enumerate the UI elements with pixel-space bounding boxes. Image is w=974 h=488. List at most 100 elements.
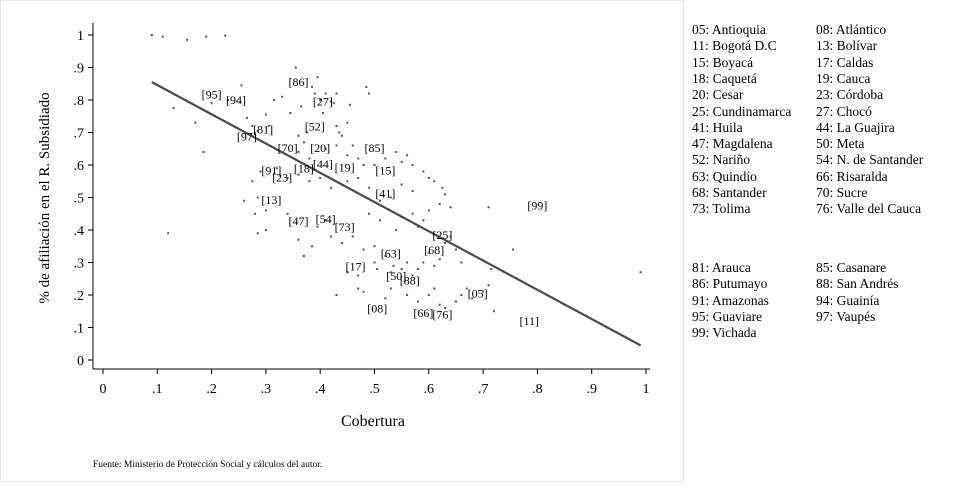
data-point	[351, 144, 354, 147]
data-point	[316, 225, 319, 228]
point-label: [86]	[288, 75, 308, 89]
legend-entry: 94: Guainía	[816, 292, 880, 308]
data-point	[330, 100, 333, 103]
legend-entry: 13: Bolívar	[816, 38, 878, 54]
data-point	[427, 177, 430, 179]
y-tick-label: .1	[74, 322, 85, 337]
scatter-chart: 0 .1 .2 .3 .4 .5 .6 .7 .8 .9 1 0 .1 .2 .3 .4 .5 .6 .7 .8 .9 1…	[37, 23, 650, 470]
point-labels: [86] [95] [94] [27] [52] [81][97] [85] [70] [20]…	[202, 75, 548, 328]
legend-entry: 76: Valle del Cauca	[816, 201, 922, 217]
data-point	[205, 35, 208, 38]
data-point	[273, 99, 276, 101]
data-point	[357, 177, 360, 179]
data-point	[433, 180, 436, 183]
data-point	[422, 261, 425, 264]
legend-entry: 86: Putumayo	[692, 276, 768, 292]
x-tick-label: .9	[586, 382, 597, 397]
data-point	[186, 38, 189, 41]
data-point	[311, 86, 314, 88]
legend-entry: 66: Risaralda	[816, 168, 888, 184]
x-tick-label: 1	[643, 382, 650, 397]
data-point	[254, 212, 257, 215]
data-point	[465, 287, 468, 290]
point-label: [66]	[413, 306, 433, 320]
data-point	[251, 125, 254, 127]
data-point	[297, 238, 300, 241]
data-point	[422, 219, 425, 222]
data-point	[194, 121, 197, 124]
data-point	[395, 151, 398, 153]
y-tick-label: .2	[74, 289, 85, 304]
point-label: [15]	[375, 164, 395, 178]
point-label: [18]	[294, 161, 314, 175]
data-point	[340, 134, 343, 137]
data-point	[335, 125, 338, 127]
point-label: [88]	[400, 273, 420, 287]
point-label: [20]	[310, 141, 330, 155]
data-point	[297, 151, 300, 153]
data-point	[395, 229, 398, 231]
data-point	[460, 294, 463, 296]
data-point	[368, 186, 371, 189]
data-point	[150, 34, 153, 36]
data-point	[433, 287, 436, 290]
legend-entry: 70: Sucre	[816, 185, 868, 200]
x-tick-label: 0	[100, 382, 107, 397]
data-point	[400, 183, 403, 186]
data-point	[275, 167, 278, 170]
chart-frame: 0 .1 .2 .3 .4 .5 .6 .7 .8 .9 1 0 .1 .2 .3 .4 .5 .6 .7 .8 .9 1…	[0, 0, 684, 482]
y-axis-label: % de afiliación en el R. Subsidiado	[37, 92, 53, 303]
data-point	[454, 248, 457, 251]
data-point	[384, 157, 387, 160]
point-label: [08]	[367, 302, 387, 316]
data-point	[492, 310, 495, 313]
legend-entry: 88: San Andrés	[816, 276, 899, 292]
data-point	[378, 199, 381, 202]
data-point	[335, 144, 338, 147]
axes: 0 .1 .2 .3 .4 .5 .6 .7 .8 .9 1 0 .1 .2 .3 .4 .5 .6 .7 .8 .9 1	[74, 23, 650, 397]
legend-entry: 08: Atlántico	[816, 22, 887, 37]
legend-entry: 20: Cesar	[692, 87, 744, 103]
data-point	[406, 154, 409, 157]
data-point	[460, 261, 463, 264]
data-point	[167, 232, 170, 235]
y-tick-label: .6	[74, 159, 85, 174]
x-tick-label: .4	[315, 382, 326, 397]
fit-line	[151, 81, 642, 347]
legend-entry: 25: Cundinamarca	[692, 103, 792, 119]
x-tick-label: .3	[261, 382, 272, 397]
data-point	[243, 199, 246, 202]
data-point	[368, 92, 371, 95]
y-tick-label: .3	[74, 257, 85, 272]
data-point	[267, 125, 270, 127]
data-point	[406, 294, 409, 296]
y-tick-label: .4	[74, 224, 85, 239]
data-point	[319, 99, 322, 101]
legend-entry: 27: Chocó	[816, 103, 872, 119]
point-label: [68]	[424, 243, 444, 257]
data-point	[365, 86, 368, 88]
data-point	[400, 268, 403, 270]
data-point	[373, 261, 376, 264]
data-point	[172, 107, 175, 110]
legend-entry: 44: La Guajira	[816, 119, 895, 135]
legend-entry: 63: Quindío	[692, 168, 757, 184]
data-point	[357, 287, 360, 290]
data-point	[427, 209, 430, 212]
point-label: [95]	[202, 87, 222, 101]
legend-entry: 50: Meta	[816, 136, 865, 152]
point-label: [52]	[305, 120, 325, 134]
data-point	[362, 248, 365, 251]
data-point	[346, 154, 349, 157]
data-point	[449, 235, 452, 238]
data-point	[438, 258, 441, 261]
data-point	[482, 290, 485, 293]
data-point	[319, 177, 322, 179]
x-tick-label: .1	[152, 382, 163, 397]
legend-entry: 17: Caldas	[816, 54, 874, 70]
data-point	[487, 206, 490, 209]
point-label: [73]	[335, 220, 355, 234]
point-label: [63]	[381, 246, 401, 260]
y-tick-label: .9	[74, 62, 85, 77]
data-point	[256, 129, 259, 132]
